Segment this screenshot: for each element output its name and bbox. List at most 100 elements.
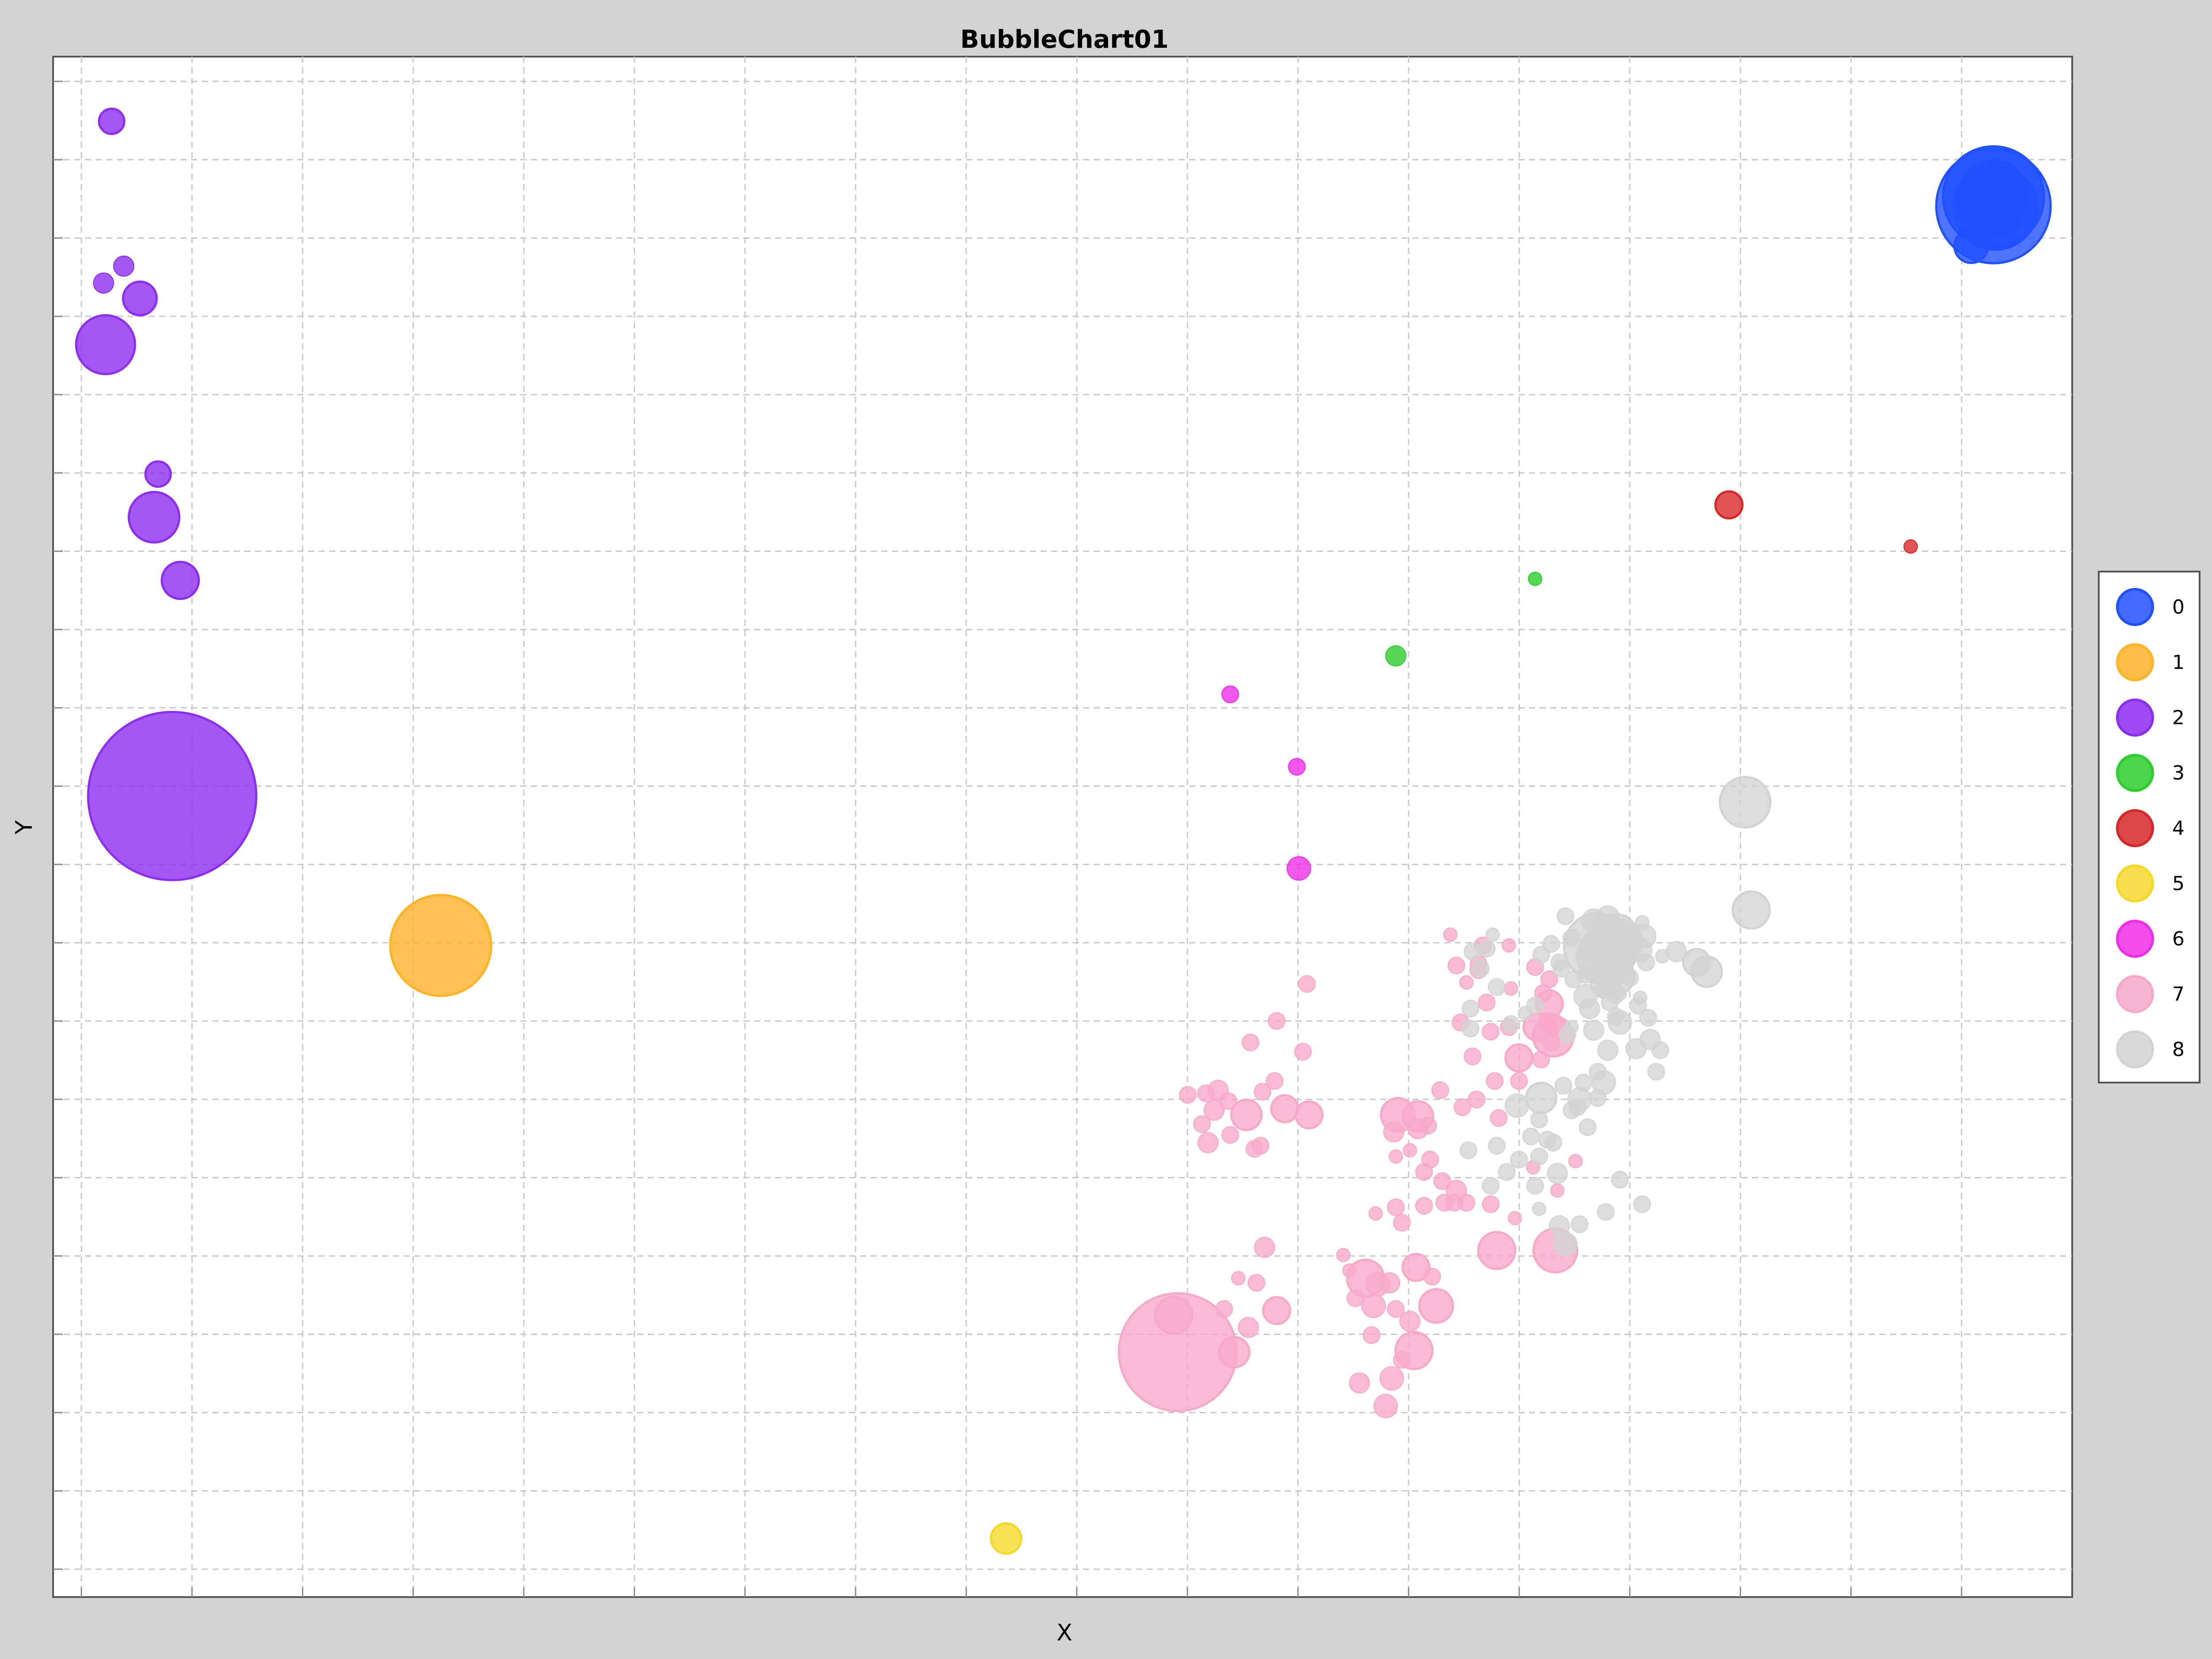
bubble-point: [1179, 1086, 1197, 1104]
series-8: [1459, 776, 1772, 1257]
bubble-point: [1446, 1179, 1467, 1201]
bubble-point: [1238, 1317, 1259, 1338]
bubble-point: [113, 255, 134, 277]
bubble-point: [1388, 1149, 1403, 1164]
bubble-point: [1651, 1041, 1669, 1059]
y-axis-label: Y: [11, 820, 38, 835]
legend-swatch: [2116, 754, 2154, 792]
bubble-point: [1532, 946, 1550, 964]
bubble-point: [1453, 1098, 1471, 1116]
bubble-point: [1547, 1163, 1568, 1184]
bubble-point: [1554, 1076, 1572, 1094]
bubble-point: [1383, 1121, 1405, 1143]
bubble-point: [1597, 1040, 1619, 1061]
bubble-point: [1625, 1038, 1647, 1060]
bubble-point: [1342, 1263, 1357, 1278]
bubble-point: [1221, 685, 1239, 703]
bubble-point: [1478, 993, 1496, 1011]
bubble-point: [1504, 981, 1518, 996]
bubble-point: [1621, 969, 1639, 987]
bubble-point: [1508, 1211, 1522, 1225]
bubble-point: [1538, 1130, 1556, 1148]
bubble-point: [1488, 1137, 1506, 1155]
bubble-point: [1504, 1043, 1534, 1073]
legend-label: 4: [2172, 817, 2185, 840]
bubble-point: [1635, 915, 1650, 930]
bubble-point: [1461, 1020, 1479, 1038]
bubble-point: [1415, 1197, 1433, 1215]
legend: 0 1 2 3 4 5 6 7 8: [2098, 571, 2200, 1083]
bubble-point: [1431, 1081, 1449, 1099]
bubble-point: [1510, 1151, 1528, 1169]
bubble-point: [1387, 1300, 1405, 1318]
bubble-point: [1639, 1009, 1657, 1027]
bubble-layer: [75, 108, 2052, 1555]
bubble-point: [1522, 1127, 1540, 1145]
series-0: [1935, 145, 2052, 265]
legend-label: 0: [2172, 596, 2185, 618]
bubble-point: [1349, 1372, 1370, 1394]
bubble-point: [1517, 1006, 1532, 1021]
bubble-point: [1459, 975, 1474, 990]
bubble-point: [1363, 1326, 1381, 1344]
bubble-point: [1482, 1177, 1500, 1195]
bubble-point: [1253, 1083, 1271, 1101]
bubble-point: [98, 108, 126, 135]
bubble-point: [1230, 1098, 1263, 1131]
legend-label: 8: [2172, 1038, 2185, 1061]
bubble-point: [1568, 1098, 1586, 1116]
bubble-point: [1613, 986, 1627, 1001]
bubble-point: [389, 894, 492, 997]
bubble-point: [1262, 1296, 1291, 1325]
bubble-point: [1486, 1072, 1504, 1090]
bubble-point: [1578, 946, 1597, 964]
chart-title: BubbleChart01: [960, 25, 1169, 54]
bubble-point: [1241, 1033, 1260, 1052]
bubble-point: [1633, 1195, 1651, 1214]
bubble-point: [1597, 1203, 1615, 1221]
bubble-point: [1373, 1394, 1398, 1418]
bubble-point: [1553, 1232, 1578, 1257]
bubble-point: [1286, 856, 1311, 881]
legend-swatch: [2116, 643, 2154, 681]
bubble-point: [1288, 758, 1306, 776]
bubble-point: [1215, 1300, 1233, 1318]
bubble-point: [1579, 998, 1601, 1019]
bubble-point: [1502, 1015, 1520, 1033]
bubble-point: [1505, 1093, 1529, 1118]
bubble-point: [1266, 1072, 1284, 1090]
bubble-point: [1629, 996, 1647, 1014]
bubble-point: [1552, 960, 1571, 978]
bubble-point: [1530, 1110, 1548, 1129]
bubble-point: [1571, 1215, 1589, 1233]
bubble-point: [1655, 949, 1670, 964]
legend-swatch: [2116, 809, 2154, 847]
legend-swatch: [2116, 588, 2154, 626]
legend-label: 7: [2172, 983, 2185, 1006]
bubble-point: [1624, 938, 1640, 953]
bubble-point: [1248, 1274, 1266, 1292]
bubble-point: [1564, 1020, 1579, 1034]
bubble-point: [1270, 1094, 1299, 1124]
bubble-point: [1336, 1248, 1351, 1263]
legend-swatch: [2116, 975, 2154, 1013]
series-1: [389, 894, 492, 997]
bubble-point: [1254, 1237, 1275, 1258]
x-axis-label: X: [1056, 1620, 1072, 1646]
bubble-point: [93, 273, 114, 294]
bubble-point: [1154, 1295, 1194, 1335]
bubble-point: [1294, 1043, 1312, 1061]
bubble-point: [1467, 1091, 1486, 1109]
series-2: [75, 108, 257, 881]
bubble-point: [1526, 1177, 1544, 1195]
bubble-point: [1568, 1154, 1583, 1168]
legend-swatch: [2116, 1030, 2154, 1068]
bubble-point: [1415, 1163, 1433, 1181]
legend-label: 5: [2172, 872, 2185, 895]
bubble-point: [1193, 1115, 1211, 1133]
grid-lines: [53, 57, 2072, 1597]
bubble-point: [1418, 1288, 1454, 1324]
bubble-point: [122, 280, 158, 317]
bubble-point: [1385, 645, 1406, 667]
bubble-point: [1197, 1132, 1219, 1153]
